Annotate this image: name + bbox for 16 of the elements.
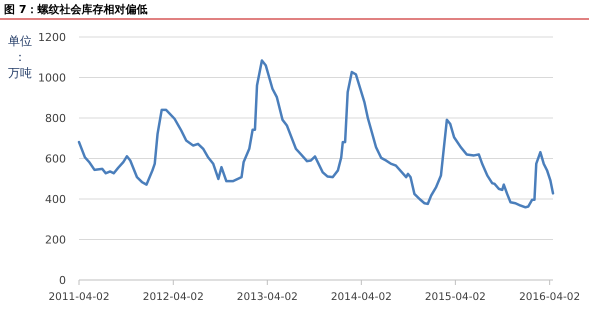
y-axis-title: 单位：万吨 bbox=[8, 34, 32, 80]
y-tick-label: 200 bbox=[45, 234, 66, 246]
y-tick-label: 1000 bbox=[38, 72, 66, 84]
y-tick-label: 0 bbox=[59, 274, 66, 287]
y-tick-label: 600 bbox=[45, 152, 66, 166]
x-tick-label: 2011-04-02 bbox=[48, 291, 110, 303]
y-tick-label: 1200 bbox=[38, 31, 66, 44]
x-tick-label: 2014-04-02 bbox=[330, 291, 392, 303]
line-series bbox=[78, 59, 554, 209]
x-tick-label: 2016-04-02 bbox=[519, 291, 580, 303]
x-tick-label: 2015-04-02 bbox=[424, 291, 486, 303]
x-tick-label: 2012-04-02 bbox=[142, 291, 204, 303]
y-tick-label: 400 bbox=[45, 193, 66, 206]
y-tick-label: 800 bbox=[45, 112, 66, 125]
chart-title: 图 7：螺纹社会库存相对偏低 bbox=[4, 3, 148, 16]
x-tick-label: 2013-04-02 bbox=[236, 291, 298, 303]
